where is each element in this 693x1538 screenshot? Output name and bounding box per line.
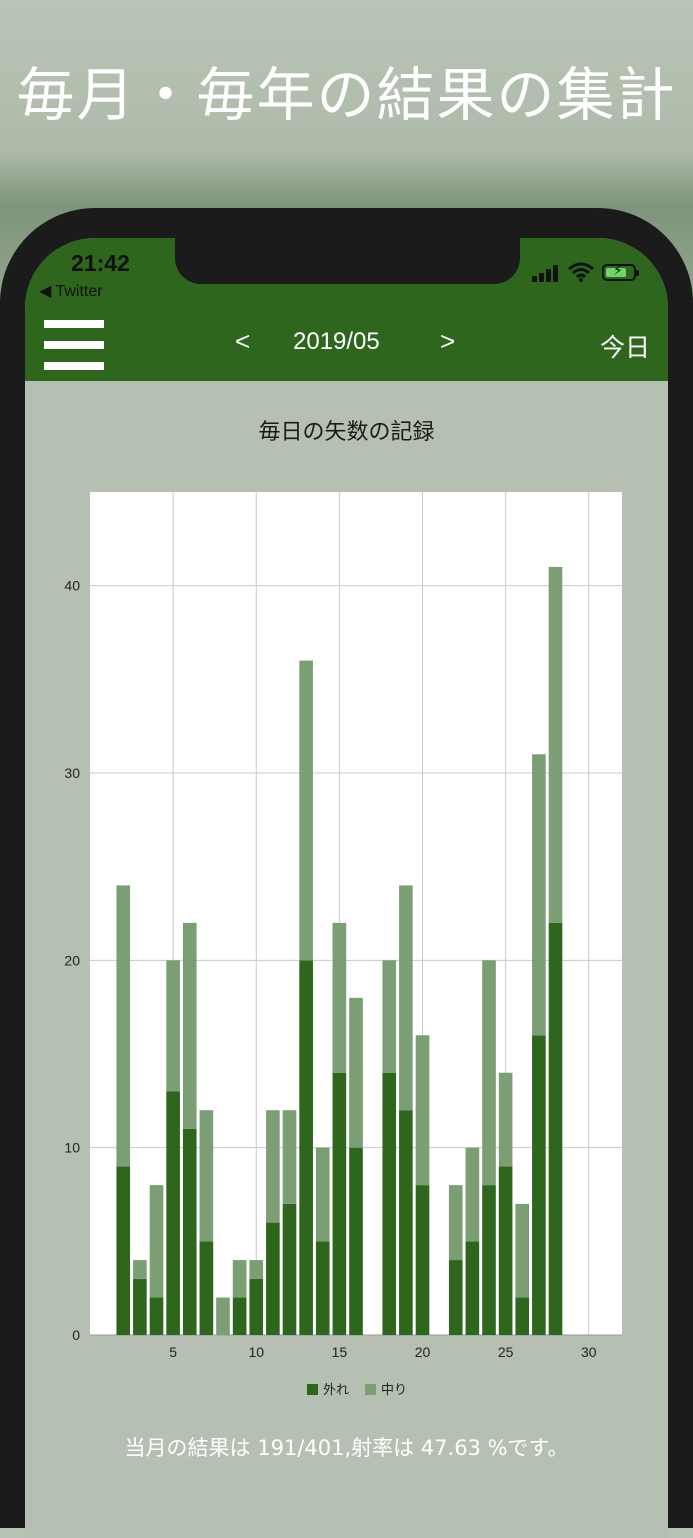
bar-segment — [498, 1166, 513, 1335]
next-month-button[interactable]: > — [440, 326, 456, 356]
battery-charging-icon: ⚡ — [602, 263, 639, 281]
bar-segment — [482, 1185, 496, 1335]
axis-labels: 5 10 15 20 25 30 0 10 20 30 40 — [64, 578, 596, 1360]
bar-segment — [415, 1185, 430, 1335]
y-tick-label: 10 — [64, 1140, 80, 1156]
bar-segment — [465, 1147, 480, 1242]
bar-segment — [415, 1035, 430, 1186]
chart-legend: 外れ 中り — [307, 1383, 407, 1398]
bar-segment — [482, 960, 496, 1186]
y-tick-label: 40 — [64, 578, 80, 594]
bar-segment — [399, 1110, 413, 1335]
x-tick-label: 25 — [498, 1344, 514, 1360]
bar-segment — [166, 960, 180, 1092]
bar-segment — [299, 660, 313, 961]
cellular-signal-icon — [532, 264, 562, 282]
back-to-app-link[interactable]: ◀ Twitter — [39, 283, 103, 300]
bar-segment — [532, 1035, 546, 1335]
bar-segment — [349, 997, 363, 1148]
promo-headline: 毎月・毎年の結果の集計 — [16, 61, 677, 129]
bar-segment — [498, 1072, 513, 1167]
bar-segment — [232, 1260, 247, 1298]
y-tick-label: 0 — [72, 1327, 80, 1343]
nav-bar: < 2019/05 > 今日 — [25, 314, 668, 381]
bar-segment — [382, 1072, 397, 1335]
legend-label: 中り — [381, 1383, 407, 1398]
bar-segment — [515, 1203, 530, 1298]
bar-segment — [216, 1297, 230, 1335]
legend-swatch — [307, 1384, 318, 1395]
bar-segment — [548, 566, 563, 923]
bar-segment — [149, 1297, 164, 1335]
bar-segment — [465, 1241, 480, 1335]
x-tick-label: 5 — [169, 1344, 177, 1360]
bar-segment — [199, 1110, 214, 1242]
bar-segment — [448, 1185, 463, 1261]
bar-segment — [182, 1128, 197, 1335]
wifi-icon — [568, 262, 594, 282]
bar-segment — [315, 1241, 330, 1335]
bar-segment — [199, 1241, 214, 1335]
y-tick-label: 20 — [64, 952, 80, 968]
bar-segment — [299, 960, 313, 1335]
current-month-label: 2019/05 — [293, 328, 380, 355]
bar-segment — [249, 1260, 264, 1279]
daily-arrow-chart: 5 10 15 20 25 30 0 10 20 30 40 外れ 中り — [64, 492, 622, 1398]
bar-segment — [548, 922, 563, 1335]
monthly-summary: 当月の結果は 191/401,射率は 47.63 %です。 — [124, 1436, 569, 1460]
x-tick-label: 30 — [581, 1344, 597, 1360]
bar-segment — [515, 1297, 530, 1335]
bar-segment — [315, 1147, 330, 1242]
bar-segment — [249, 1278, 264, 1335]
bar-segment — [382, 960, 397, 1073]
bar-segment — [332, 922, 347, 1073]
bar-segment — [332, 1072, 347, 1335]
device-notch — [175, 238, 520, 284]
bar-group — [116, 566, 563, 1335]
bar-segment — [399, 885, 413, 1111]
bar-segment — [149, 1185, 164, 1298]
bar-segment — [266, 1222, 280, 1335]
bar-segment — [133, 1260, 147, 1279]
app-screen: 21:42 ◀ Twitter ⚡ < 2019/05 > 今日 毎日の — [25, 238, 668, 1538]
bar-segment — [182, 922, 197, 1129]
bar-segment — [166, 1091, 180, 1335]
today-button[interactable]: 今日 — [599, 333, 650, 362]
bar-segment — [266, 1110, 280, 1223]
bar-segment — [282, 1110, 297, 1204]
bar-segment — [448, 1260, 463, 1335]
chart-title: 毎日の矢数の記録 — [258, 420, 435, 445]
x-tick-label: 15 — [332, 1344, 348, 1360]
bar-segment — [116, 1166, 131, 1335]
status-time: 21:42 — [71, 250, 130, 276]
bar-segment — [282, 1203, 297, 1335]
legend-swatch — [365, 1384, 376, 1395]
hamburger-menu-icon[interactable] — [44, 318, 104, 372]
x-tick-label: 20 — [415, 1344, 431, 1360]
bar-segment — [232, 1297, 247, 1335]
bar-segment — [116, 885, 131, 1167]
bar-segment — [349, 1147, 363, 1335]
bar-segment — [532, 754, 546, 1036]
legend-label: 外れ — [323, 1383, 349, 1398]
previous-month-button[interactable]: < — [235, 326, 251, 356]
x-tick-label: 10 — [248, 1344, 264, 1360]
bar-segment — [133, 1278, 147, 1335]
status-bar: 21:42 ◀ Twitter ⚡ — [25, 238, 668, 314]
y-tick-label: 30 — [64, 765, 80, 781]
